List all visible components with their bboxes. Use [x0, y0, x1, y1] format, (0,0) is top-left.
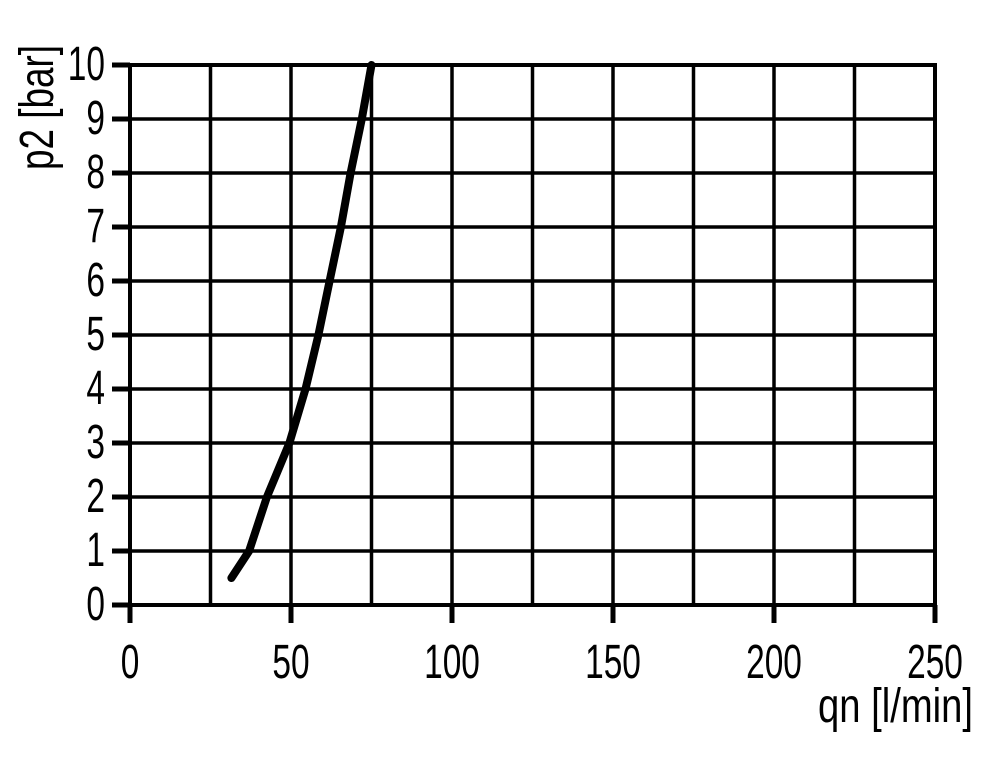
y-axis-label: p2 [bar]: [11, 45, 64, 170]
y-tick-label: 1: [86, 524, 105, 577]
x-axis-label: qn [l/min]: [818, 680, 973, 733]
y-tick-label: 8: [86, 146, 105, 199]
y-tick-label: 9: [86, 92, 105, 145]
x-tick-label: 200: [746, 636, 802, 689]
y-tick-label: 5: [86, 308, 105, 361]
axis-ticks: [112, 62, 938, 623]
flow-curve: [227, 61, 376, 582]
y-tick-label: 6: [86, 254, 105, 307]
y-tick-label: 0: [86, 578, 105, 631]
x-tick-label: 150: [585, 636, 641, 689]
x-tick-label: 250: [907, 636, 963, 689]
x-tick-label: 50: [272, 636, 309, 689]
y-tick-label: 2: [86, 470, 105, 523]
y-tick-label: 4: [86, 362, 105, 415]
y-tick-label: 3: [86, 416, 105, 469]
grid: [128, 63, 937, 607]
y-tick-label: 10: [68, 38, 105, 91]
x-tick-label: 100: [424, 636, 480, 689]
x-tick-label: 0: [121, 636, 140, 689]
y-tick-label: 7: [86, 200, 105, 253]
